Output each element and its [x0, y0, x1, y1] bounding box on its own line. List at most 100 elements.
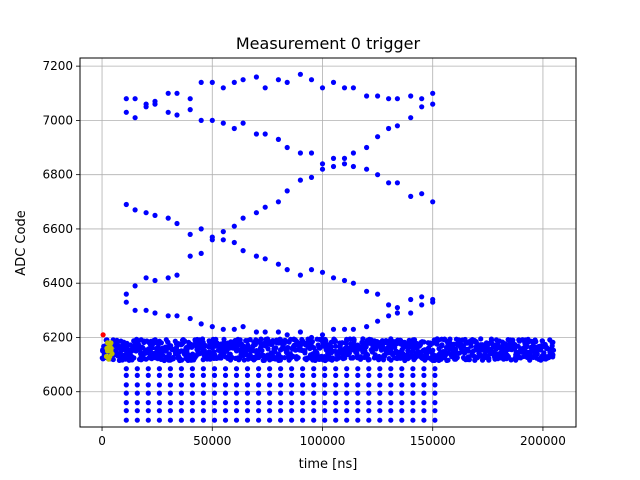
lower-row-point: [233, 382, 240, 388]
series-point: [209, 237, 215, 243]
lower-row-point: [156, 417, 162, 423]
series-point: [253, 329, 259, 335]
lower-row-point: [178, 382, 184, 388]
lower-row-point: [333, 417, 339, 423]
lower-row-point: [399, 417, 405, 423]
series-point: [297, 329, 303, 335]
series-point: [386, 180, 392, 186]
lower-row-point: [432, 366, 438, 372]
baseline-point: [456, 337, 462, 343]
lower-row-point: [432, 382, 438, 388]
series-point: [350, 85, 356, 91]
series-point: [364, 288, 370, 294]
x-tick-label: 200000: [520, 434, 566, 448]
baseline-point: [165, 339, 171, 345]
lower-row-point: [222, 366, 229, 372]
series-point: [350, 150, 356, 156]
series-point: [143, 275, 149, 281]
lower-row-point: [432, 400, 438, 406]
plot-frame: [79, 57, 577, 428]
lower-row-point: [167, 390, 173, 396]
series-point: [240, 120, 246, 126]
series-point: [165, 215, 171, 221]
series-point: [231, 79, 237, 85]
series-point: [430, 199, 436, 205]
y-tick-label: 7000: [42, 113, 73, 127]
baseline-point: [508, 357, 514, 363]
series-point: [364, 144, 370, 151]
lower-row-point: [123, 366, 129, 372]
lower-row-point: [399, 366, 405, 372]
series-point: [297, 71, 303, 77]
lower-row-point: [211, 372, 218, 378]
baseline-point: [524, 343, 530, 350]
series-point: [319, 161, 326, 167]
lower-row-point: [156, 382, 162, 388]
lower-row-point: [311, 382, 317, 388]
series-point: [262, 204, 268, 210]
baseline-point: [351, 339, 357, 345]
lower-row-point: [134, 382, 140, 388]
lower-row-point: [233, 408, 240, 414]
lower-row-point: [377, 417, 383, 423]
lower-row-point: [123, 390, 129, 396]
baseline-point: [439, 342, 445, 348]
baseline-point: [465, 348, 471, 354]
lower-row-point: [289, 400, 295, 406]
lower-row-point: [355, 408, 361, 414]
lower-row-point: [244, 366, 251, 372]
lower-row-point: [300, 390, 306, 396]
series-point: [123, 291, 129, 297]
lower-row-point: [421, 408, 427, 414]
series-point: [165, 275, 171, 281]
lower-row-point: [333, 408, 339, 414]
series-point: [198, 226, 204, 232]
series-point: [174, 112, 180, 118]
series-point: [375, 93, 381, 99]
lower-row-point: [278, 417, 284, 423]
series-point: [394, 96, 400, 102]
series-point: [187, 315, 193, 322]
lower-row-point: [300, 372, 306, 378]
lower-row-point: [189, 408, 195, 414]
series-point: [231, 125, 237, 132]
series-point: [284, 79, 290, 85]
lower-row-point: [134, 366, 140, 372]
lower-row-point: [167, 408, 173, 414]
baseline-point: [533, 339, 539, 345]
series-point: [275, 329, 281, 335]
baseline-point: [394, 341, 400, 347]
series-point: [341, 161, 348, 167]
lower-row-point: [322, 400, 328, 406]
series-point: [198, 79, 204, 85]
lower-row-point: [233, 417, 240, 423]
series-point: [408, 193, 414, 199]
lower-row-point: [178, 400, 184, 406]
lower-row-point: [333, 400, 339, 406]
baseline-point: [323, 338, 329, 344]
series-point: [330, 163, 337, 170]
lower-row-point: [256, 382, 262, 388]
baseline-point: [170, 355, 177, 361]
lower-row-point: [145, 390, 151, 396]
baseline-point: [421, 339, 427, 345]
lower-row-point: [322, 408, 328, 414]
lower-row-point: [311, 366, 317, 372]
baseline-point: [179, 357, 185, 363]
lower-row-point: [222, 400, 229, 406]
lower-row-point: [300, 366, 306, 372]
series-point: [386, 125, 392, 132]
series-point: [132, 307, 138, 313]
lower-row-point: [211, 400, 218, 406]
lower-row-point: [421, 400, 427, 406]
baseline-point: [158, 340, 164, 346]
lower-row-point: [145, 372, 151, 378]
series-point: [132, 207, 138, 213]
lower-row-point: [267, 408, 273, 414]
series-point: [152, 277, 158, 284]
series-point: [308, 267, 315, 273]
series-point: [262, 329, 268, 335]
lower-row-point: [145, 400, 151, 406]
series-point: [419, 96, 425, 102]
